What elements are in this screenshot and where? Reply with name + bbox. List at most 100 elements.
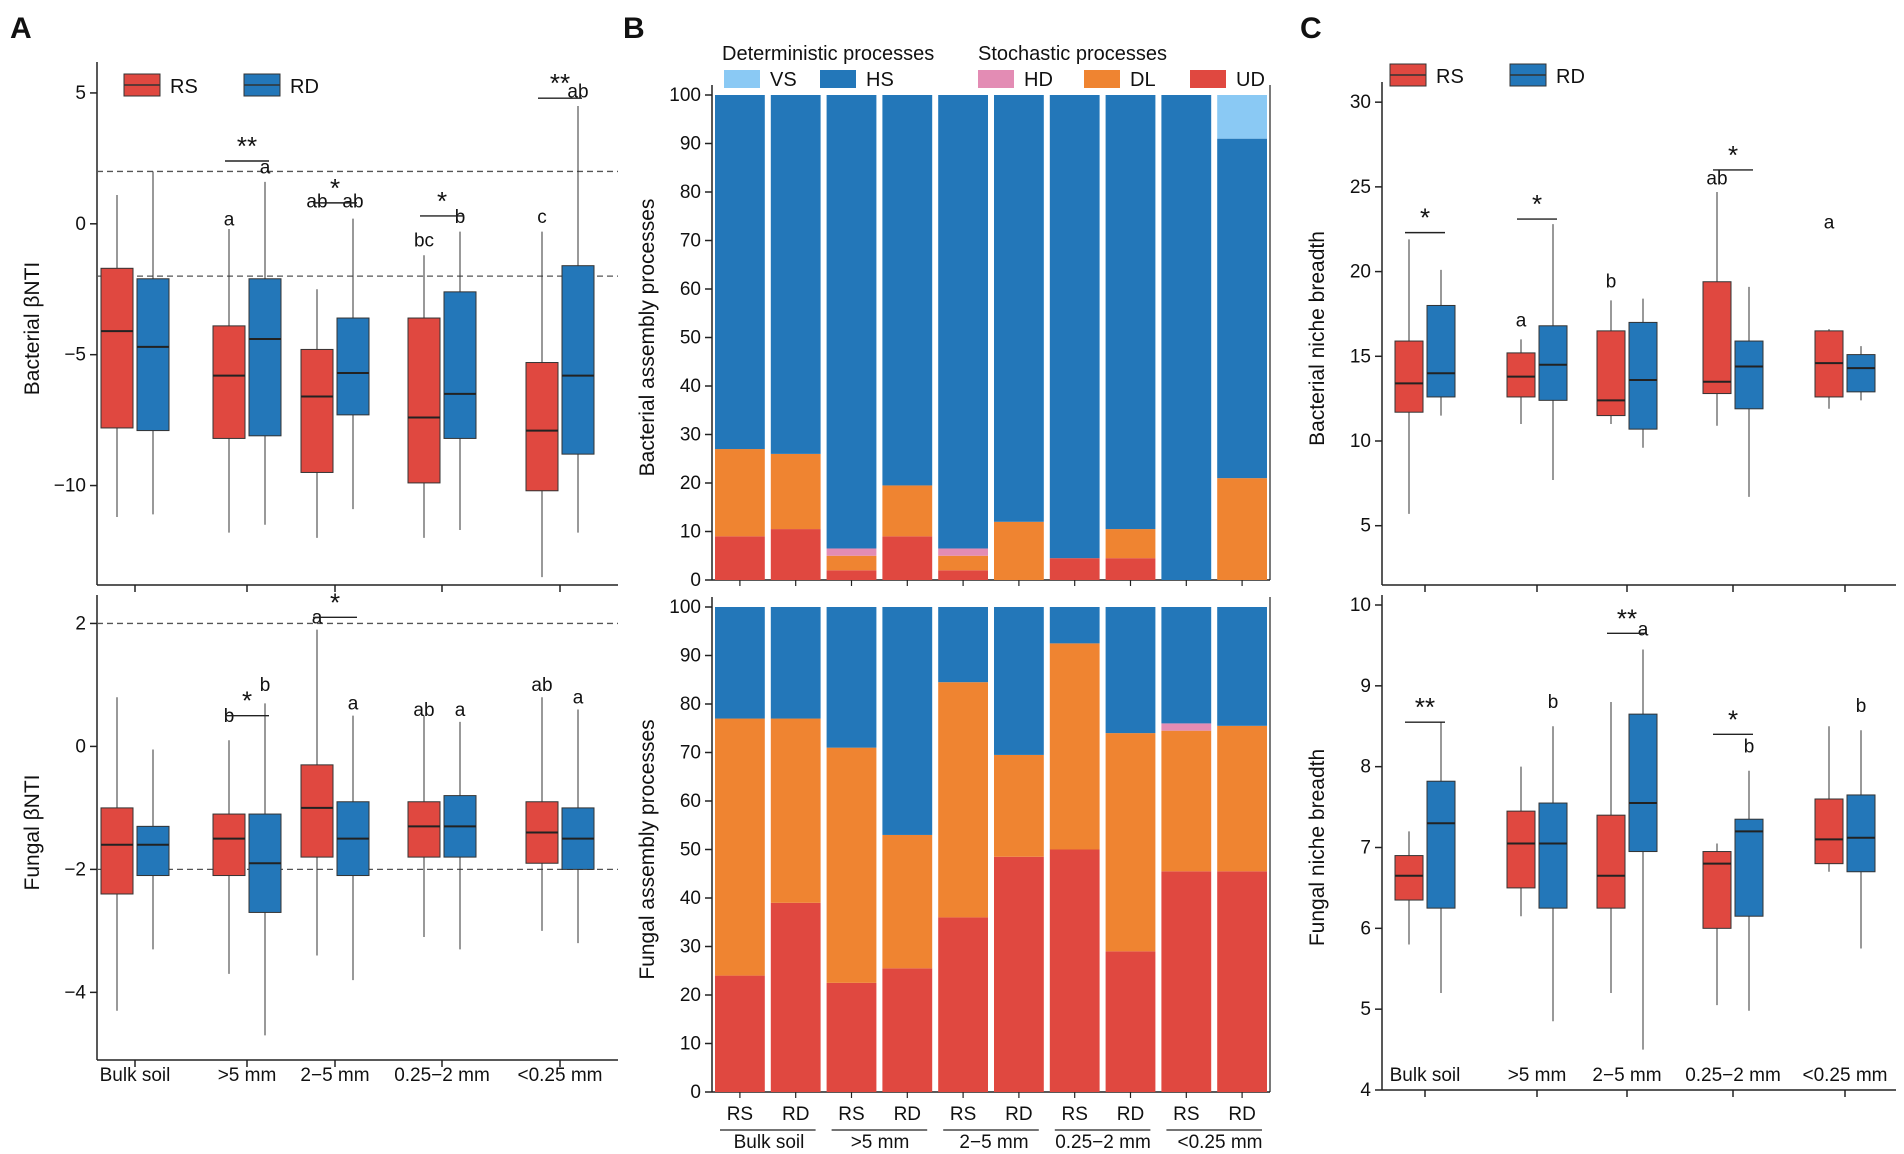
stacked-bar — [1105, 607, 1156, 1092]
bar-segment-ud — [826, 982, 877, 1092]
box-body — [407, 317, 441, 484]
y-tick-label: 80 — [680, 182, 701, 203]
panel-label-b: B — [623, 12, 645, 45]
bar-segment-hs — [1105, 607, 1156, 734]
bar-segment-dl — [994, 521, 1044, 580]
y-tick-label: 4 — [1360, 1080, 1371, 1101]
bar-segment-dl — [1049, 643, 1100, 850]
box-body — [1734, 818, 1764, 917]
significance-letter: ab — [413, 700, 434, 721]
box-body — [100, 267, 134, 429]
y-tick-label: 30 — [680, 937, 701, 958]
box-body — [525, 362, 559, 492]
box-body — [1702, 281, 1732, 395]
a-x-label-lt025: <0.25 mm — [517, 1065, 602, 1086]
bar-segment-ud — [715, 975, 765, 1092]
box-rs — [100, 697, 134, 1011]
stacked-bar — [882, 607, 933, 1092]
y-tick-label: 80 — [680, 694, 701, 715]
bar-segment-dl — [826, 747, 877, 983]
stacked-bar — [1049, 607, 1100, 1092]
legend-deterministic-title: Deterministic processes — [722, 43, 934, 65]
bar-segment-ud — [938, 570, 988, 580]
box-rs — [1702, 843, 1732, 1006]
box-rd — [248, 181, 282, 525]
significance-letter: a — [1638, 619, 1649, 640]
box-rs — [1506, 339, 1536, 425]
bar-label: RS — [838, 1104, 864, 1125]
y-tick-label: 10 — [680, 522, 701, 543]
significance-stars: * — [330, 587, 340, 617]
b-x-group-labels: Bulk soil >5 mm 2−5 mm 0.25−2 mm <0.25 m… — [734, 1132, 1263, 1153]
legend-c: RS RD — [1389, 63, 1585, 88]
y-tick-label: 6 — [1360, 918, 1371, 939]
bar-segment-dl — [1161, 730, 1212, 872]
y-tick-label: 8 — [1360, 757, 1371, 778]
box-rd — [443, 721, 477, 950]
a-x-label-025to2: 0.25−2 mm — [394, 1065, 490, 1086]
box-rd — [136, 171, 170, 515]
bar-label: RD — [1005, 1104, 1032, 1125]
legend-label-rd: RD — [290, 76, 319, 98]
a-x-label-bulk: Bulk soil — [100, 1065, 171, 1086]
box-rd — [1734, 770, 1764, 1011]
bar-segment-hs — [882, 95, 933, 486]
y-tick-label: 15 — [1350, 346, 1371, 367]
panel-label-a: A — [10, 12, 32, 45]
bar-segment-hs — [770, 95, 821, 454]
bar-segment-hs — [994, 607, 1044, 755]
box-rs — [1596, 702, 1626, 993]
bar-label: RD — [782, 1104, 809, 1125]
bar-segment-dl — [994, 754, 1044, 857]
legend-b: Deterministic processes Stochastic proce… — [722, 43, 1265, 91]
box-body — [1846, 794, 1876, 873]
box-rs — [212, 740, 246, 974]
significance-letter: b — [1856, 696, 1867, 717]
box-body — [1596, 330, 1626, 417]
box-rs — [212, 229, 246, 533]
c-x-label-2to5: 2−5 mm — [1592, 1065, 1661, 1086]
bar-label: RS — [1061, 1104, 1087, 1125]
bar-segment-dl — [715, 718, 765, 976]
b-x-group-lt025: <0.25 mm — [1177, 1132, 1262, 1153]
box-rd — [1538, 726, 1568, 1022]
y-tick-label: −4 — [64, 982, 86, 1003]
significance-stars: ** — [550, 68, 570, 98]
bar-segment-ud — [715, 536, 765, 580]
box-body — [136, 825, 170, 877]
stacked-bar — [1217, 95, 1267, 580]
stacked-bar — [1161, 95, 1212, 580]
bar-segment-hs — [1217, 138, 1267, 479]
box-rd — [1846, 730, 1876, 949]
bar-segment-ud — [882, 968, 933, 1092]
significance-letter: a — [260, 157, 271, 178]
c-x-labels: Bulk soil >5 mm 2−5 mm 0.25−2 mm <0.25 m… — [1390, 1065, 1888, 1086]
box-rd — [1846, 346, 1876, 401]
significance-letter: ab — [342, 191, 363, 212]
y-tick-label: 20 — [1350, 262, 1371, 283]
box-rs — [1506, 766, 1536, 917]
bar-segment-hs — [770, 607, 821, 719]
significance-stars: * — [1532, 189, 1542, 219]
box-body — [248, 278, 282, 437]
box-rd — [1426, 722, 1456, 993]
y-tick-label: 30 — [1350, 92, 1371, 113]
bar-segment-hs — [1217, 607, 1267, 726]
box-body — [1628, 713, 1658, 853]
stacked-bar — [1161, 607, 1212, 1092]
box-rs — [525, 697, 559, 931]
chart-b-bottom: 0 10 20 30 40 50 60 70 80 90 100 Fungal assembly pr… — [636, 597, 1271, 1131]
bar-label: RD — [894, 1104, 921, 1125]
stacked-bar — [715, 95, 765, 580]
box-rd — [248, 703, 282, 1036]
legend-label-ud: UD — [1236, 69, 1265, 91]
box-rd — [443, 231, 477, 531]
significance-stars: * — [1420, 203, 1430, 233]
legend-label-hs: HS — [866, 69, 894, 91]
bar-segment-hs — [994, 95, 1044, 522]
significance-stars: * — [330, 173, 340, 203]
